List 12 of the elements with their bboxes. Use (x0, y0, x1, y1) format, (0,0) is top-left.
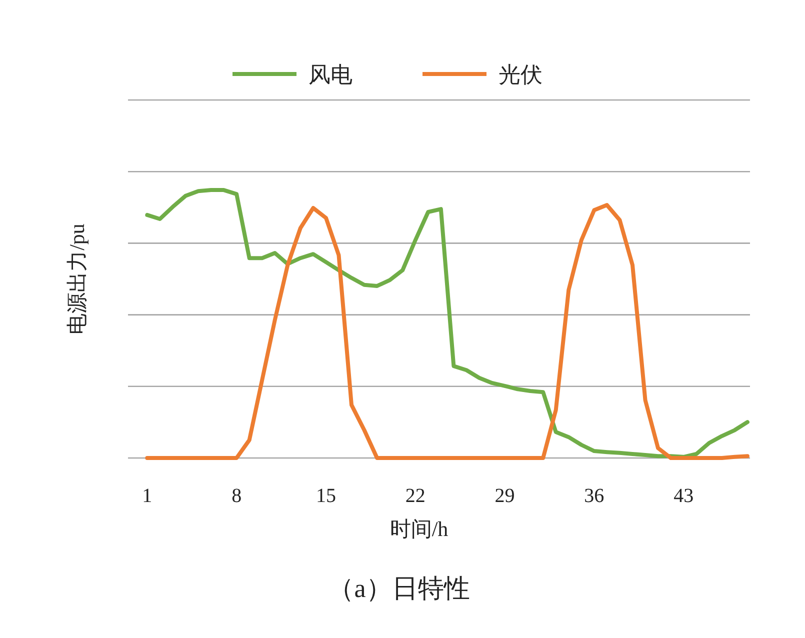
x-tick-label: 43 (674, 485, 694, 507)
x-tick-label: 22 (405, 485, 426, 507)
x-tick-label: 8 (232, 485, 242, 507)
text: （a）日特性 (328, 574, 470, 603)
x-axis-title: 时间/h (390, 517, 449, 541)
x-tick-label: 1 (142, 485, 152, 507)
x-tick-label: 29 (494, 485, 515, 507)
x-tick-label: 36 (584, 485, 604, 507)
legend-label: 光伏 (498, 62, 542, 87)
legend-label: 风电 (308, 62, 352, 87)
x-tick-label: 15 (316, 485, 336, 507)
y-axis-title: 电源出力/pu (65, 223, 89, 334)
